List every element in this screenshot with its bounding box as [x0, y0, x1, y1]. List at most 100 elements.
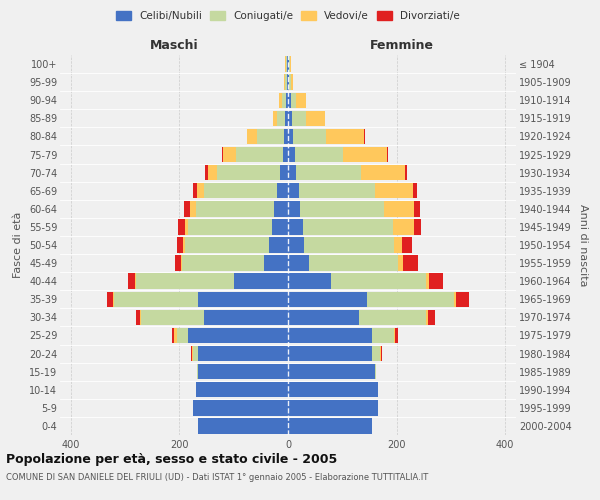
Bar — [282, 92, 286, 108]
Bar — [193, 183, 197, 198]
Bar — [286, 56, 287, 72]
Bar — [177, 328, 188, 343]
Bar — [274, 201, 288, 216]
Bar — [284, 74, 285, 90]
Bar — [288, 165, 296, 180]
Bar — [295, 147, 343, 162]
Bar — [114, 292, 199, 307]
Bar — [257, 128, 284, 144]
Bar — [288, 147, 295, 162]
Bar — [172, 328, 174, 343]
Bar — [287, 74, 288, 90]
Bar — [375, 364, 376, 380]
Bar — [192, 346, 193, 362]
Bar — [288, 292, 367, 307]
Bar — [306, 110, 325, 126]
Bar — [184, 201, 190, 216]
Bar — [272, 219, 288, 234]
Bar — [393, 219, 415, 234]
Bar — [361, 165, 405, 180]
Bar — [288, 201, 300, 216]
Bar — [288, 128, 293, 144]
Bar — [222, 147, 223, 162]
Bar — [454, 292, 456, 307]
Bar — [199, 418, 288, 434]
Bar — [182, 256, 263, 271]
Bar — [291, 92, 296, 108]
Bar — [217, 165, 280, 180]
Bar — [402, 238, 412, 252]
Bar — [403, 256, 418, 271]
Bar — [191, 346, 192, 362]
Bar — [304, 238, 394, 252]
Text: Popolazione per età, sesso e stato civile - 2005: Popolazione per età, sesso e stato civil… — [6, 452, 337, 466]
Bar — [188, 219, 272, 234]
Bar — [292, 110, 306, 126]
Bar — [199, 364, 288, 380]
Bar — [427, 310, 428, 325]
Bar — [288, 418, 372, 434]
Bar — [284, 128, 288, 144]
Bar — [394, 328, 395, 343]
Bar — [288, 256, 308, 271]
Bar — [405, 165, 407, 180]
Bar — [384, 201, 414, 216]
Bar — [394, 238, 402, 252]
Bar — [364, 128, 365, 144]
Bar — [414, 201, 421, 216]
Bar — [288, 92, 291, 108]
Bar — [128, 274, 135, 289]
Bar — [174, 328, 177, 343]
Bar — [181, 256, 182, 271]
Bar — [288, 238, 304, 252]
Bar — [208, 165, 217, 180]
Bar — [135, 274, 136, 289]
Bar — [196, 382, 288, 398]
Bar — [300, 201, 384, 216]
Bar — [413, 183, 417, 198]
Bar — [288, 74, 289, 90]
Bar — [288, 274, 331, 289]
Bar — [283, 147, 288, 162]
Bar — [367, 292, 454, 307]
Bar — [289, 56, 290, 72]
Bar — [193, 346, 199, 362]
Bar — [372, 328, 394, 343]
Bar — [387, 147, 388, 162]
Bar — [277, 110, 285, 126]
Bar — [288, 183, 299, 198]
Bar — [175, 256, 181, 271]
Bar — [288, 364, 375, 380]
Bar — [395, 328, 398, 343]
Y-axis label: Fasce di età: Fasce di età — [13, 212, 23, 278]
Bar — [188, 328, 288, 343]
Bar — [288, 400, 377, 415]
Bar — [263, 256, 288, 271]
Bar — [178, 219, 185, 234]
Bar — [107, 292, 113, 307]
Bar — [280, 165, 288, 180]
Bar — [285, 74, 287, 90]
Bar — [288, 310, 359, 325]
Bar — [287, 56, 288, 72]
Bar — [288, 328, 372, 343]
Bar — [185, 219, 188, 234]
Bar — [288, 56, 289, 72]
Bar — [190, 201, 196, 216]
Bar — [286, 92, 288, 108]
Bar — [183, 238, 185, 252]
Bar — [280, 92, 282, 108]
Bar — [277, 183, 288, 198]
Text: Femmine: Femmine — [370, 40, 434, 52]
Bar — [291, 74, 293, 90]
Bar — [288, 346, 372, 362]
Bar — [113, 292, 114, 307]
Bar — [197, 183, 204, 198]
Bar — [196, 201, 274, 216]
Bar — [331, 274, 427, 289]
Bar — [193, 400, 288, 415]
Bar — [429, 274, 443, 289]
Bar — [177, 238, 183, 252]
Bar — [343, 147, 387, 162]
Bar — [293, 128, 326, 144]
